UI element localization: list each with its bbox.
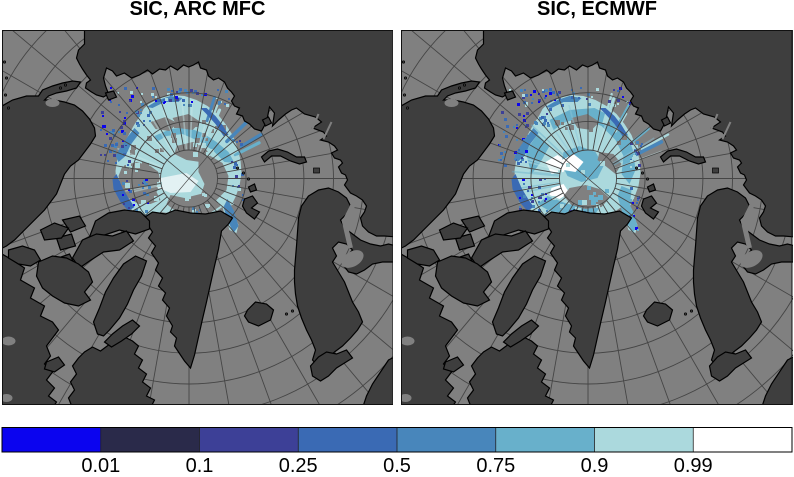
svg-text:0.1: 0.1	[186, 455, 214, 477]
svg-text:0.99: 0.99	[674, 455, 713, 477]
svg-text:0.01: 0.01	[81, 455, 120, 477]
svg-text:0.25: 0.25	[279, 455, 318, 477]
svg-text:0.75: 0.75	[476, 455, 515, 477]
svg-text:0.9: 0.9	[581, 455, 609, 477]
svg-text:0.5: 0.5	[383, 455, 411, 477]
